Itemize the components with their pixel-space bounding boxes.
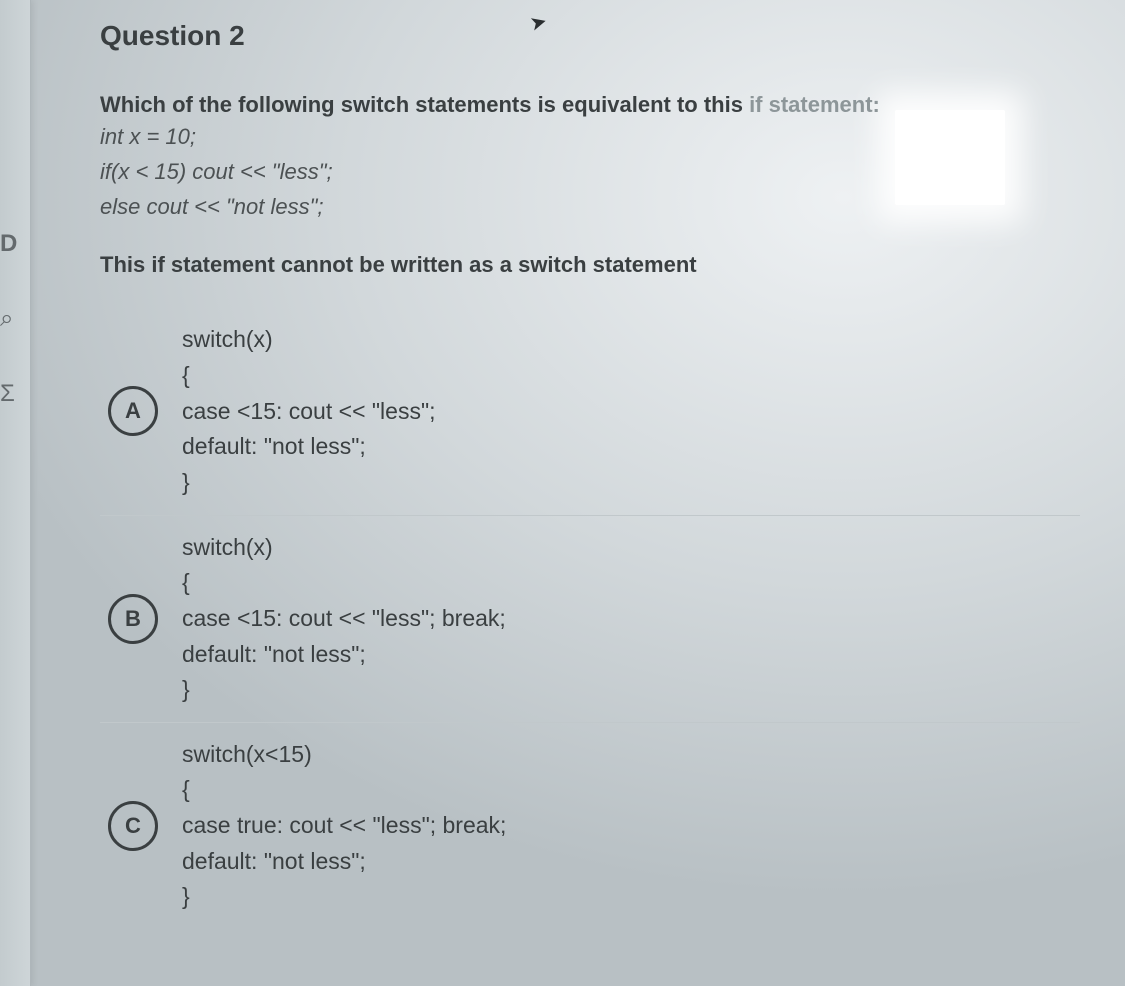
prompt-code-1: int x = 10;: [100, 122, 1080, 153]
page: D ⌕ Σ ➤ Question 2 Which of the followin…: [0, 0, 1125, 986]
option-c-code: switch(x<15) { case true: cout << "less"…: [182, 737, 506, 915]
option-a-letter: A: [108, 386, 158, 436]
question-title: Question 2: [100, 20, 1080, 52]
option-c-letter: C: [108, 801, 158, 851]
prompt-faded: if statement:: [749, 92, 880, 117]
left-sidebar-edge: D ⌕ Σ: [0, 0, 31, 986]
stem-note: This if statement cannot be written as a…: [100, 252, 1080, 278]
option-c[interactable]: C switch(x<15) { case true: cout << "les…: [100, 723, 1080, 929]
option-b[interactable]: B switch(x) { case <15: cout << "less"; …: [100, 516, 1080, 723]
option-b-code: switch(x) { case <15: cout << "less"; br…: [182, 530, 506, 708]
prompt-lead: Which of the following switch statements…: [100, 92, 749, 117]
question-content: Question 2 Which of the following switch…: [100, 20, 1080, 929]
question-prompt: Which of the following switch statements…: [100, 92, 1080, 222]
prompt-code-2: if(x < 15) cout << "less";: [100, 157, 1080, 188]
option-b-letter: B: [108, 594, 158, 644]
magnifier-icon: ⌕: [0, 305, 13, 333]
option-a[interactable]: A switch(x) { case <15: cout << "less"; …: [100, 308, 1080, 515]
prompt-code-3: else cout << "not less";: [100, 192, 1080, 223]
sidebar-letter-d: D: [0, 230, 17, 258]
sigma-icon: Σ: [0, 380, 15, 408]
option-a-code: switch(x) { case <15: cout << "less"; de…: [182, 322, 436, 500]
prompt-lead-line: Which of the following switch statements…: [100, 92, 1080, 118]
